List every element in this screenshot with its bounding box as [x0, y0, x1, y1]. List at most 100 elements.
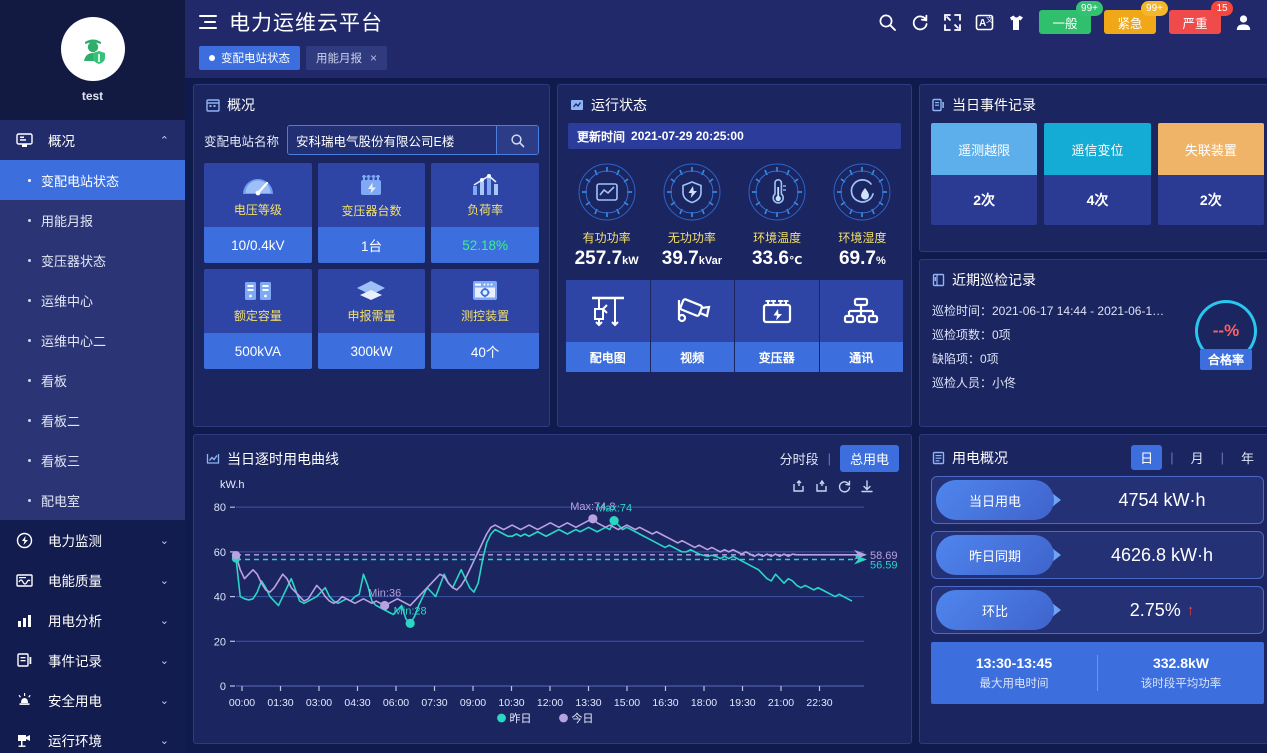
inspection-time: 巡检时间：2021-06-17 14:44 - 2021-06-1…	[932, 304, 1165, 318]
event-count: 2次	[1157, 175, 1264, 225]
event-cards: 遥测越限 2次 遥信变位 4次 失联装置 2次	[920, 121, 1267, 237]
sidebar-group-usage-analysis[interactable]: 用电分析 ⌄	[0, 600, 185, 640]
bullet-icon	[28, 178, 31, 182]
refresh-icon[interactable]	[838, 480, 851, 493]
inspection-personnel: 巡检人员：小佟	[932, 376, 1017, 390]
nav-distribution-diagram[interactable]: 配电图	[566, 280, 650, 372]
nav-video[interactable]: 视频	[650, 280, 734, 372]
card-rated-capacity[interactable]: 额定容量 500kVA	[204, 269, 312, 369]
sidebar-item-transformer-status[interactable]: 变压器状态	[0, 240, 185, 280]
sidebar-item-distribution-room[interactable]: 配电室	[0, 480, 185, 520]
alarm-light-icon	[16, 691, 36, 709]
nav-communication[interactable]: 通讯	[819, 280, 903, 372]
alert-count: 99+	[1076, 1, 1103, 16]
toggle-total-usage[interactable]: 总用电	[839, 445, 899, 472]
tab-energy-monthly[interactable]: 用能月报 ×	[306, 46, 388, 70]
video-camera-icon	[650, 280, 734, 342]
user-avatar-icon[interactable]	[1234, 13, 1253, 32]
dashboard-content: 概况 变配电站名称	[185, 78, 1267, 753]
search-button[interactable]	[496, 126, 538, 154]
svg-text:13:30: 13:30	[575, 697, 601, 709]
usage-row-label: 环比	[936, 590, 1054, 630]
event-card-telesignal-change[interactable]: 遥信变位 4次	[1044, 123, 1151, 225]
chart-title: 当日逐时用电曲线	[227, 450, 339, 467]
alert-badge-severe[interactable]: 严重 15	[1169, 1, 1233, 34]
sidebar-item-label: 运维中心	[41, 293, 94, 309]
svg-text:15:00: 15:00	[614, 697, 640, 709]
sidebar-item-energy-monthly[interactable]: 用能月报	[0, 200, 185, 240]
sidebar-group-event-records[interactable]: 事件记录 ⌄	[0, 640, 185, 680]
card-value: 1台	[317, 227, 426, 263]
tab-substation-status[interactable]: 变配电站状态	[199, 46, 300, 70]
alert-badge-normal[interactable]: 一般 99+	[1039, 1, 1103, 34]
card-control-devices[interactable]: 测控装置 40个	[431, 269, 539, 369]
fullscreen-icon[interactable]	[943, 13, 962, 32]
sidebar-group-safe-electricity[interactable]: 安全用电 ⌄	[0, 680, 185, 720]
usage-footer: 13:30-13:45 最大用电时间 332.8kW 该时段平均功率	[931, 642, 1264, 704]
card-label: 负荷率	[467, 203, 504, 217]
svg-text:20: 20	[214, 636, 226, 648]
card-transformer-count[interactable]: 变压器台数 1台	[317, 163, 426, 263]
event-card-offline-device[interactable]: 失联装置 2次	[1157, 123, 1264, 225]
close-icon[interactable]: ×	[370, 51, 378, 65]
sidebar-item-board-2[interactable]: 看板二	[0, 400, 185, 440]
usage-metric-rows: 当日用电 4754 kW·h 昨日同期 4626.8 kW·h 环比 2.75%	[920, 474, 1267, 634]
svg-text:16:30: 16:30	[652, 697, 678, 709]
refresh-icon[interactable]	[910, 13, 930, 32]
period-day[interactable]: 日	[1131, 445, 1163, 470]
restore-area-icon[interactable]	[816, 479, 827, 492]
gauge-label: 无功功率	[667, 231, 716, 245]
layers-icon	[354, 278, 388, 304]
card-voltage-level[interactable]: 电压等级 10/0.4kV	[204, 163, 312, 263]
bar-chart-icon	[16, 611, 36, 629]
theme-shirt-icon[interactable]	[1007, 13, 1026, 32]
usage-line-chart[interactable]: kW.h 0 20 40 60 80 00:00 01:30 03:00 04:30 06:00…	[194, 474, 901, 736]
usage-row-today: 当日用电 4754 kW·h	[931, 476, 1264, 524]
period-month[interactable]: 月	[1190, 451, 1204, 466]
network-topology-icon	[819, 280, 903, 342]
alert-badge-urgent[interactable]: 紧急 99+	[1104, 1, 1168, 34]
sidebar-item-board-3[interactable]: 看板三	[0, 440, 185, 480]
sidebar-group-overview[interactable]: 概况 ⌃	[0, 120, 185, 160]
toggle-time-segment[interactable]: 分时段	[779, 452, 819, 467]
right-column-top: 当日事件记录 遥测越限 2次 遥信变位 4次 失联装置 2	[919, 84, 1267, 427]
hamburger-icon[interactable]	[199, 15, 217, 29]
download-icon[interactable]	[861, 480, 873, 493]
sidebar-group-power-monitoring[interactable]: 电力监测 ⌄	[0, 520, 185, 560]
alert-label: 一般	[1052, 16, 1078, 31]
sidebar-item-ops-center-2[interactable]: 运维中心二	[0, 320, 185, 360]
svg-text:80: 80	[214, 502, 226, 514]
event-card-telemetry-overrun[interactable]: 遥测越限 2次	[931, 123, 1038, 225]
search-icon[interactable]	[878, 13, 897, 32]
server-rack-icon	[242, 278, 274, 304]
arrow-right-icon	[1052, 603, 1061, 617]
gauge-value: 33.6℃	[751, 248, 803, 269]
sidebar-item-ops-center[interactable]: 运维中心	[0, 280, 185, 320]
nav-group-overview: 概况 ⌃ 变配电站状态 用能月报 变压器状态 运维中心 运维中心二 看板 看板二…	[0, 120, 185, 520]
card-load-rate[interactable]: 负荷率 52.18%	[431, 163, 539, 263]
nav-transformer[interactable]: 变压器	[735, 280, 819, 372]
gauge-active-power: 有功功率 257.7kW	[564, 159, 649, 270]
svg-text:Min:36: Min:36	[368, 588, 401, 600]
peak-time-cell: 13:30-13:45 最大用电时间	[931, 655, 1097, 691]
sidebar-group-power-quality[interactable]: 电能质量 ⌄	[0, 560, 185, 600]
inspection-title: 近期巡检记录	[920, 260, 1267, 296]
bullet-icon	[28, 458, 31, 462]
svg-text:22:30: 22:30	[806, 697, 832, 709]
sidebar-subitems: 变配电站状态 用能月报 变压器状态 运维中心 运维中心二 看板 看板二 看板三 …	[0, 160, 185, 520]
chart-toolbox	[793, 479, 873, 493]
gauge-value: 257.7kW	[574, 248, 639, 269]
sidebar-item-board[interactable]: 看板	[0, 360, 185, 400]
alert-label: 紧急	[1117, 16, 1143, 31]
period-year[interactable]: 年	[1240, 451, 1254, 466]
event-label: 遥信变位	[1044, 123, 1151, 175]
sidebar-group-operating-environment[interactable]: 运行环境 ⌄	[0, 720, 185, 753]
camera-icon	[16, 731, 36, 749]
zoom-area-icon[interactable]	[793, 480, 804, 492]
search-input[interactable]	[288, 126, 496, 154]
svg-text:Min:28: Min:28	[394, 605, 427, 617]
sidebar-item-substation-status[interactable]: 变配电站状态	[0, 160, 185, 200]
chart-line-icon	[206, 452, 220, 466]
card-declared-demand[interactable]: 申报需量 300kW	[317, 269, 426, 369]
